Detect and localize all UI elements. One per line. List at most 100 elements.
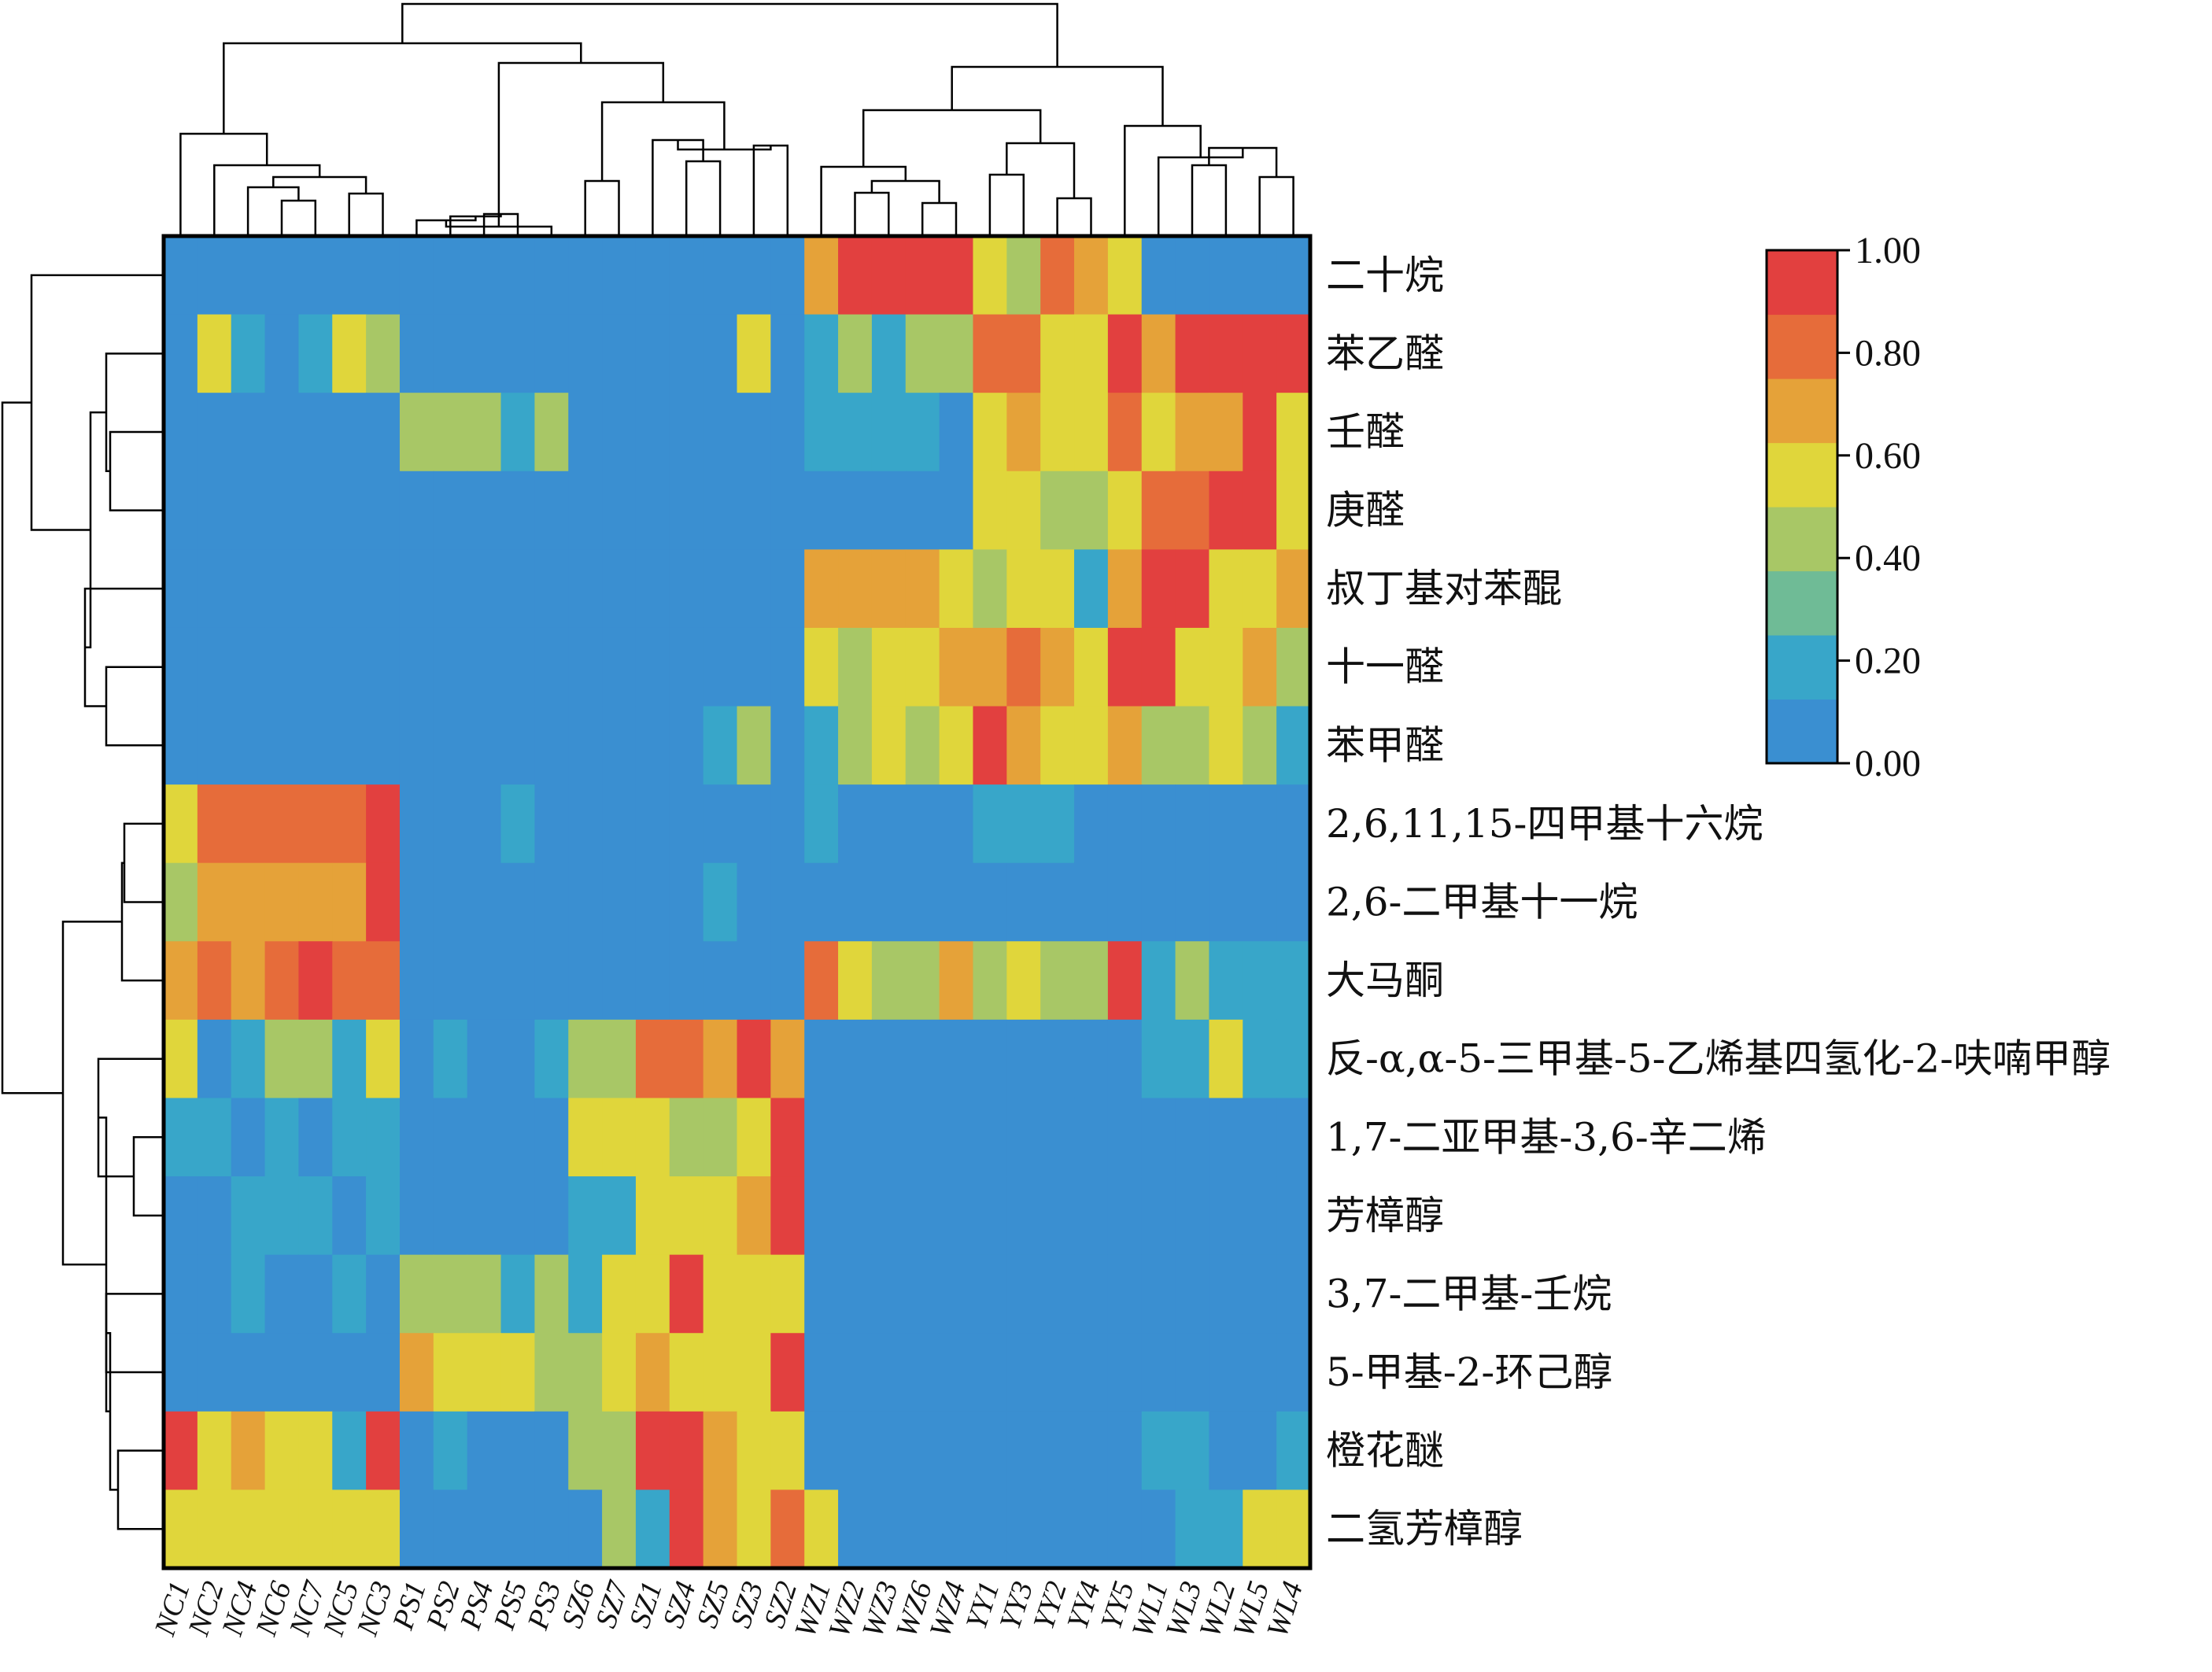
heatmap-cell bbox=[366, 471, 401, 550]
heatmap-cell bbox=[905, 1333, 940, 1412]
heatmap-cell bbox=[467, 1333, 502, 1412]
heatmap-cell bbox=[500, 1333, 535, 1412]
heatmap-cell bbox=[703, 1333, 738, 1412]
heatmap-cell bbox=[366, 627, 401, 707]
heatmap-cell bbox=[399, 1176, 434, 1256]
heatmap-cell bbox=[332, 706, 367, 785]
heatmap-cell bbox=[1175, 1176, 1210, 1256]
heatmap-cell bbox=[1209, 549, 1243, 629]
heatmap-cell bbox=[973, 1098, 1007, 1177]
heatmap-cell bbox=[973, 1333, 1007, 1412]
heatmap-cell bbox=[197, 236, 232, 316]
heatmap-cell bbox=[264, 706, 300, 785]
heatmap-cell bbox=[467, 1411, 502, 1491]
heatmap-cell bbox=[669, 784, 704, 864]
heatmap-cell bbox=[164, 1489, 198, 1569]
heatmap-cell bbox=[264, 1411, 300, 1491]
heatmap-cell bbox=[602, 627, 637, 707]
heatmap-cell bbox=[1074, 706, 1109, 785]
heatmap-cell bbox=[164, 1019, 198, 1099]
heatmap-cell bbox=[1141, 1489, 1176, 1569]
heatmap-cell bbox=[264, 471, 300, 550]
heatmap-cell bbox=[500, 236, 535, 316]
heatmap-frame bbox=[161, 234, 1313, 1570]
heatmap-cell bbox=[399, 393, 434, 472]
heatmap-cell bbox=[399, 1489, 434, 1569]
heatmap-cell bbox=[635, 314, 670, 393]
heatmap-cell bbox=[534, 706, 569, 785]
heatmap-cell bbox=[635, 1411, 670, 1491]
heatmap-cell bbox=[197, 1254, 232, 1334]
heatmap-cell bbox=[500, 1411, 535, 1491]
heatmap-cell bbox=[838, 627, 873, 707]
heatmap-cell bbox=[1107, 706, 1143, 785]
heatmap-cell bbox=[399, 236, 434, 316]
heatmap-cell bbox=[568, 393, 603, 472]
heatmap-cell bbox=[1040, 784, 1075, 864]
heatmap-cell bbox=[1209, 1254, 1243, 1334]
dendrogram-branch bbox=[584, 179, 620, 234]
heatmap-cell bbox=[1209, 627, 1243, 707]
heatmap-cell bbox=[804, 236, 839, 316]
heatmap-cell bbox=[197, 1489, 232, 1569]
heatmap-cell bbox=[1276, 1254, 1311, 1334]
heatmap-cell bbox=[669, 393, 704, 472]
heatmap-cell bbox=[1276, 784, 1311, 864]
heatmap-cell bbox=[838, 1411, 873, 1491]
heatmap-cell bbox=[1040, 314, 1075, 393]
heatmap-cell bbox=[737, 549, 771, 629]
heatmap-cell bbox=[602, 1411, 637, 1491]
heatmap-cell bbox=[197, 941, 232, 1021]
heatmap-cell bbox=[669, 1019, 704, 1099]
heatmap-cell bbox=[534, 314, 569, 393]
heatmap-cell bbox=[231, 1411, 266, 1491]
heatmap-cell bbox=[939, 706, 974, 785]
heatmap-cell bbox=[973, 862, 1007, 942]
heatmap-cell bbox=[703, 549, 738, 629]
heatmap-cell bbox=[703, 1411, 738, 1491]
heatmap-cell bbox=[1141, 1176, 1176, 1256]
heatmap-cell bbox=[939, 784, 974, 864]
heatmap-cell bbox=[298, 314, 333, 393]
heatmap-cell bbox=[804, 1333, 839, 1412]
heatmap-cell bbox=[164, 549, 198, 629]
dendrogram-branch bbox=[179, 132, 268, 234]
heatmap-cell bbox=[737, 471, 771, 550]
heatmap-cell bbox=[264, 941, 300, 1021]
heatmap-cell bbox=[1074, 1333, 1109, 1412]
row-label: 二氢芳樟醇 bbox=[1326, 1506, 1523, 1552]
heatmap-cell bbox=[399, 471, 434, 550]
heatmap-cell bbox=[770, 862, 805, 942]
heatmap-cell bbox=[1040, 941, 1075, 1021]
heatmap-cell bbox=[871, 1333, 907, 1412]
heatmap-cell bbox=[534, 1098, 569, 1177]
colorbar-legend: 1.00 0.80 0.60 0.40 0.20 0.00 bbox=[1765, 230, 1921, 784]
heatmap-cell bbox=[1040, 471, 1075, 550]
heatmap-cell bbox=[1243, 314, 1277, 393]
heatmap-cell bbox=[1107, 627, 1143, 707]
heatmap-cell bbox=[231, 314, 266, 393]
heatmap-cell bbox=[500, 393, 535, 472]
heatmap-cell bbox=[871, 236, 907, 316]
heatmap-cell bbox=[871, 393, 907, 472]
heatmap-cell bbox=[1243, 236, 1277, 316]
heatmap-cell bbox=[433, 1098, 468, 1177]
heatmap-cell bbox=[635, 1333, 670, 1412]
heatmap-cell bbox=[602, 471, 637, 550]
heatmap-cell bbox=[602, 1176, 637, 1256]
heatmap-cell bbox=[433, 314, 468, 393]
colorbar-swatch bbox=[1767, 699, 1837, 764]
heatmap-cell bbox=[164, 706, 198, 785]
heatmap-cell bbox=[164, 1176, 198, 1256]
heatmap-cell bbox=[602, 1489, 637, 1569]
heatmap-cell bbox=[399, 1411, 434, 1491]
heatmap-cell bbox=[1040, 549, 1075, 629]
heatmap-cell bbox=[534, 784, 569, 864]
heatmap-cell bbox=[568, 471, 603, 550]
heatmap-cell bbox=[1175, 1019, 1210, 1099]
heatmap-cell bbox=[433, 471, 468, 550]
heatmap-cell bbox=[669, 1411, 704, 1491]
heatmap-cell bbox=[635, 1176, 670, 1256]
heatmap-cell bbox=[635, 784, 670, 864]
heatmap-cell bbox=[366, 1411, 401, 1491]
